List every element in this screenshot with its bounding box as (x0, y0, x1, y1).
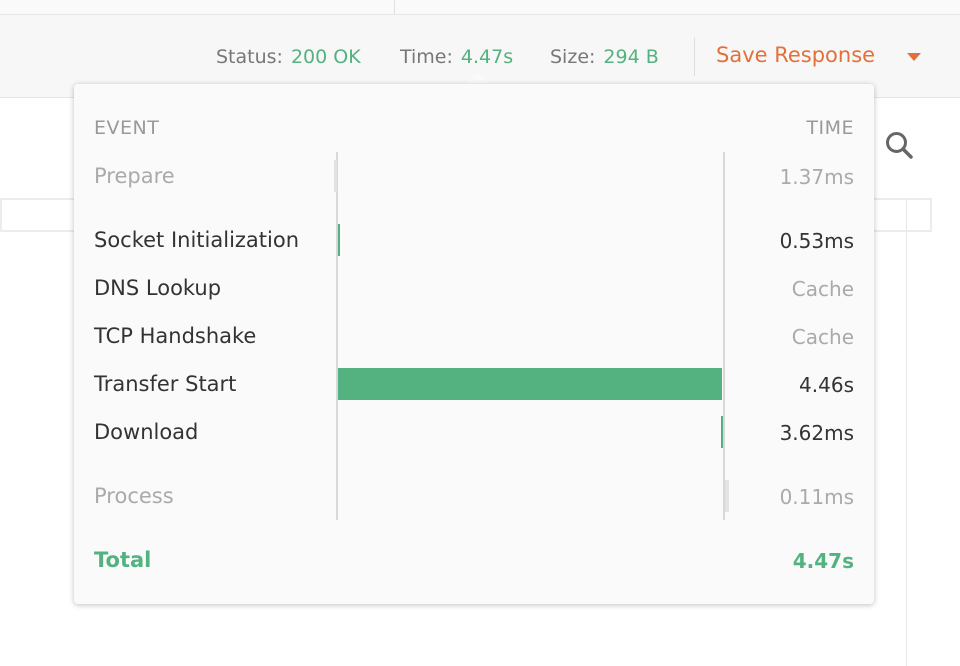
top-strip (0, 0, 960, 15)
event-label-tcp-handshake: TCP Handshake (94, 324, 257, 348)
timeline-bar-transfer-start (338, 368, 723, 400)
toolbar-divider (694, 38, 695, 76)
time-label: Time: (400, 46, 453, 68)
event-time-tcp-handshake: Cache (791, 325, 854, 349)
time-column-header: TIME (806, 117, 854, 139)
size-value[interactable]: 294 B (603, 46, 659, 68)
event-label-transfer-start: Transfer Start (94, 372, 237, 396)
chevron-down-icon[interactable] (907, 53, 921, 61)
search-icon[interactable] (884, 130, 914, 160)
event-label-process: Process (94, 484, 174, 508)
timeline-bar-socket-initialization (338, 224, 340, 256)
timeline-bar-prepare (334, 160, 337, 192)
event-time-prepare: 1.37ms (779, 165, 854, 189)
background-divider (906, 198, 907, 666)
event-time-dns-lookup: Cache (791, 277, 854, 301)
event-label-dns-lookup: DNS Lookup (94, 276, 222, 300)
status-label: Status: (216, 46, 283, 68)
event-label-socket-initialization: Socket Initialization (94, 228, 300, 252)
size-label: Size: (550, 46, 596, 68)
event-label-prepare: Prepare (94, 164, 175, 188)
status-value: 200 OK (290, 46, 361, 68)
status-indicator: Status: 200 OK (216, 46, 361, 68)
total-label: Total (94, 548, 152, 572)
timeline-start-line (336, 152, 338, 520)
save-response-button[interactable]: Save Response (716, 43, 876, 67)
event-time-transfer-start: 4.46s (799, 373, 854, 397)
event-time-socket-initialization: 0.53ms (779, 229, 854, 253)
event-label-download: Download (94, 420, 199, 444)
divider (394, 0, 395, 14)
timeline-end-line (723, 152, 725, 520)
time-value[interactable]: 4.47s (460, 46, 514, 68)
timing-popover (74, 84, 874, 604)
event-column-header: EVENT (94, 117, 160, 139)
total-time: 4.47s (792, 549, 854, 573)
time-indicator[interactable]: Time: 4.47s (400, 46, 513, 68)
event-time-download: 3.62ms (779, 421, 854, 445)
popover-arrow (466, 72, 490, 84)
timeline-bar-process (725, 480, 729, 512)
timeline-bar-download (721, 416, 723, 448)
size-indicator[interactable]: Size: 294 B (550, 46, 659, 68)
event-time-process: 0.11ms (779, 485, 854, 509)
